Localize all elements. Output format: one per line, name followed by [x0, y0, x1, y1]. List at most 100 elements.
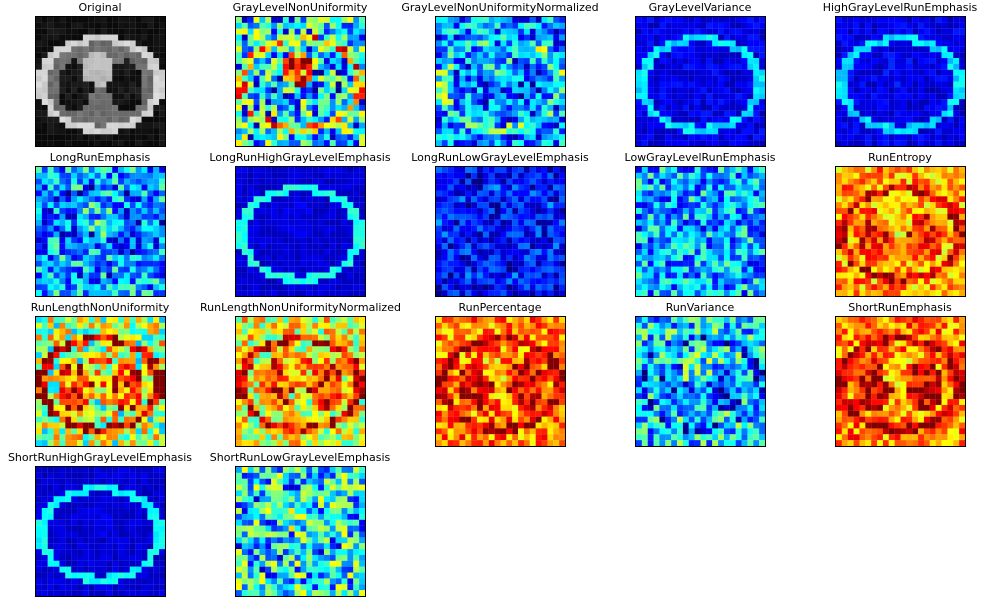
heatmap-cell	[700, 225, 707, 232]
heatmap-cell	[141, 17, 148, 23]
heatmap-cell	[335, 134, 342, 141]
heatmap-cell	[112, 167, 119, 173]
heatmap-cell	[735, 272, 742, 279]
heatmap-cell	[641, 17, 648, 23]
heatmap-cell	[953, 122, 960, 129]
heatmap-cell	[882, 167, 889, 173]
heatmap-cell	[53, 290, 60, 296]
heatmap-cell	[77, 272, 83, 279]
heatmap-cell	[323, 219, 330, 226]
heatmap-cell	[729, 178, 736, 185]
heatmap-cell	[482, 213, 489, 220]
heatmap-cell	[735, 116, 742, 123]
heatmap-cell	[159, 278, 165, 285]
heatmap-cell	[271, 190, 278, 197]
heatmap-cell	[282, 40, 289, 47]
heatmap-cell	[247, 243, 254, 250]
heatmap-cell	[277, 184, 283, 191]
heatmap-cell	[94, 104, 101, 111]
heatmap-cell	[500, 22, 507, 29]
heatmap-cell	[859, 266, 866, 273]
heatmap-cell	[877, 196, 883, 203]
heatmap-cell	[241, 196, 248, 203]
heatmap-cell	[236, 178, 242, 185]
heatmap-cell	[647, 254, 654, 261]
heatmap-cell	[265, 254, 272, 261]
heatmap-cell	[123, 328, 130, 335]
heatmap-cell	[665, 208, 672, 214]
heatmap-cell	[94, 81, 101, 88]
heatmap-cell	[100, 322, 107, 329]
heatmap-cell	[465, 58, 472, 64]
heatmap-cell	[282, 249, 289, 256]
heatmap-cell	[453, 69, 460, 76]
heatmap-cell	[82, 99, 89, 106]
heatmap-cell	[923, 81, 930, 88]
heatmap-cell	[923, 93, 930, 100]
heatmap-cell	[935, 190, 942, 197]
heatmap-cell	[329, 69, 336, 76]
heatmap-cell	[447, 225, 454, 232]
heatmap-cell	[147, 167, 154, 173]
heatmap-cell	[159, 284, 165, 291]
heatmap-cell	[465, 40, 472, 47]
heatmap-cell	[277, 140, 283, 146]
heatmap-cell	[300, 140, 307, 146]
heatmap-cell	[71, 116, 78, 123]
heatmap-cell	[247, 172, 254, 179]
heatmap-cell	[653, 46, 660, 53]
heatmap-cell	[247, 219, 254, 226]
heatmap-cell	[294, 254, 301, 261]
heatmap-cell	[282, 28, 289, 35]
heatmap-cell	[100, 260, 107, 267]
heatmap-cell	[953, 87, 960, 94]
heatmap-cell	[953, 58, 960, 64]
heatmap-cell	[559, 213, 565, 220]
heatmap-cell	[253, 290, 260, 296]
heatmap-cell	[888, 46, 895, 53]
heatmap-cell	[347, 196, 354, 203]
heatmap-cell	[271, 278, 278, 285]
heatmap-cell	[677, 266, 683, 273]
heatmap-cell	[541, 272, 548, 279]
heatmap-cell	[718, 63, 725, 70]
heatmap-cell	[947, 81, 954, 88]
heatmap-cell	[153, 266, 160, 273]
heatmap-cell	[641, 140, 648, 146]
heatmap-cell	[912, 254, 919, 261]
heatmap-cell	[318, 93, 325, 100]
heatmap-cell	[959, 87, 965, 94]
panel-title: LongRunLowGrayLevelEmphasis	[411, 151, 589, 164]
heatmap-cell	[323, 278, 330, 285]
heatmap-cell	[106, 63, 113, 70]
heatmap-cell	[900, 172, 907, 179]
heatmap-cell	[500, 52, 507, 59]
heatmap-cell	[682, 28, 689, 35]
heatmap-cell	[282, 231, 289, 238]
heatmap-cell	[665, 122, 672, 129]
heatmap-cell	[523, 219, 530, 226]
heatmap-cell	[459, 46, 466, 53]
heatmap-cell	[929, 237, 936, 244]
heatmap-cell	[941, 284, 948, 291]
heatmap-cell	[741, 290, 748, 296]
heatmap-cell	[712, 284, 719, 291]
heatmap-cell	[323, 46, 330, 53]
heatmap-cell	[894, 110, 901, 117]
heatmap-cell	[471, 231, 478, 238]
heatmap-cell	[512, 34, 519, 41]
heatmap-cell	[112, 87, 119, 94]
heatmap-cell	[712, 22, 719, 29]
heatmap-cell	[482, 87, 489, 94]
heatmap-cell	[512, 254, 519, 261]
heatmap-cell	[453, 63, 460, 70]
heatmap-cell	[353, 172, 360, 179]
heatmap-cell	[877, 140, 883, 146]
heatmap-cell	[65, 52, 72, 59]
heatmap-cell	[882, 110, 889, 117]
heatmap-cell	[836, 184, 842, 191]
heatmap-cell	[959, 63, 965, 70]
heatmap-cell	[641, 22, 648, 29]
heatmap-cell	[923, 140, 930, 146]
heatmap-cell	[636, 225, 642, 232]
